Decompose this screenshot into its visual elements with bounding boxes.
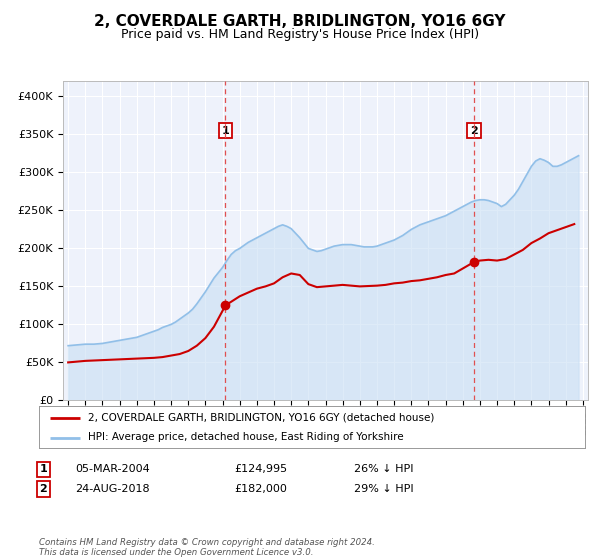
Text: 29% ↓ HPI: 29% ↓ HPI (354, 484, 413, 494)
Text: 2: 2 (40, 484, 47, 494)
Text: Price paid vs. HM Land Registry's House Price Index (HPI): Price paid vs. HM Land Registry's House … (121, 28, 479, 41)
Text: 2, COVERDALE GARTH, BRIDLINGTON, YO16 6GY (detached house): 2, COVERDALE GARTH, BRIDLINGTON, YO16 6G… (88, 413, 434, 423)
Text: 05-MAR-2004: 05-MAR-2004 (75, 464, 150, 474)
Text: 26% ↓ HPI: 26% ↓ HPI (354, 464, 413, 474)
Text: 2: 2 (470, 125, 478, 136)
Text: 24-AUG-2018: 24-AUG-2018 (75, 484, 149, 494)
Text: £182,000: £182,000 (234, 484, 287, 494)
Text: 1: 1 (221, 125, 229, 136)
Text: Contains HM Land Registry data © Crown copyright and database right 2024.
This d: Contains HM Land Registry data © Crown c… (39, 538, 375, 557)
Text: £124,995: £124,995 (234, 464, 287, 474)
Text: 1: 1 (40, 464, 47, 474)
Text: 2, COVERDALE GARTH, BRIDLINGTON, YO16 6GY: 2, COVERDALE GARTH, BRIDLINGTON, YO16 6G… (94, 14, 506, 29)
Text: HPI: Average price, detached house, East Riding of Yorkshire: HPI: Average price, detached house, East… (88, 432, 404, 442)
